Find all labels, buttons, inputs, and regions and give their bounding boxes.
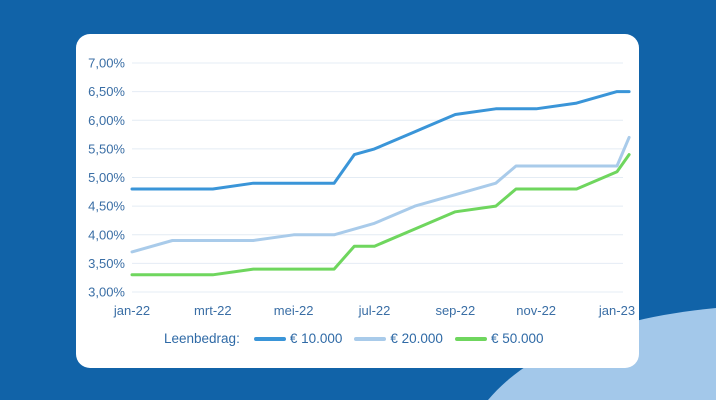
line-chart: 3,00% 3,50% 4,00% 4,50% 5,00% 5,50% 6,00% 6,50%… — [88, 56, 635, 319]
chart-legend: Leenbedrag: € 10.000 € 20.000 € 50.000 — [164, 331, 556, 346]
x-tick-label: jan-22 — [113, 303, 150, 318]
legend-swatch-20000 — [354, 336, 387, 341]
y-tick-label: 5,00% — [88, 170, 125, 185]
y-tick-label: 4,00% — [88, 227, 125, 242]
chart-card: 3,00% 3,50% 4,00% 4,50% 5,00% 5,50% 6,00% 6,50%… — [76, 34, 639, 368]
legend-item-10000: € 10.000 — [253, 331, 343, 346]
legend-item-50000: € 50.000 — [454, 331, 544, 346]
legend-item-20000: € 20.000 — [354, 331, 443, 346]
legend-title: Leenbedrag: — [164, 331, 240, 346]
legend-swatch-50000 — [454, 336, 487, 341]
x-tick-label: mei-22 — [274, 303, 314, 318]
y-tick-label: 3,00% — [88, 285, 125, 300]
y-axis-tick-labels: 3,00% 3,50% 4,00% 4,50% 5,00% 5,50% 6,00% 6,50%… — [88, 56, 125, 300]
legend-swatch-10000 — [253, 336, 286, 341]
series-lines — [130, 90, 631, 277]
series-line-2 — [130, 153, 631, 277]
y-tick-label: 6,50% — [88, 84, 125, 99]
x-tick-label: sep-22 — [435, 303, 475, 318]
x-axis-tick-labels: jan-22 mrt-22 mei-22 jul-22 sep-22 nov-22 jan-… — [113, 303, 635, 318]
series-line-1 — [130, 135, 631, 254]
legend-label-50000: € 50.000 — [490, 331, 544, 346]
x-tick-label: jul-22 — [358, 303, 391, 318]
x-tick-label: mrt-22 — [194, 303, 232, 318]
x-tick-label: nov-22 — [516, 303, 556, 318]
grid-lines — [132, 62, 623, 293]
y-tick-label: 3,50% — [88, 256, 125, 271]
y-tick-label: 7,00% — [88, 56, 125, 71]
y-tick-label: 5,50% — [88, 141, 125, 156]
legend-label-10000: € 10.000 — [289, 331, 343, 346]
legend-label-20000: € 20.000 — [390, 331, 443, 346]
series-line-0 — [130, 90, 631, 191]
x-tick-label: jan-23 — [598, 303, 635, 318]
y-tick-label: 6,00% — [88, 113, 125, 128]
y-tick-label: 4,50% — [88, 199, 125, 214]
